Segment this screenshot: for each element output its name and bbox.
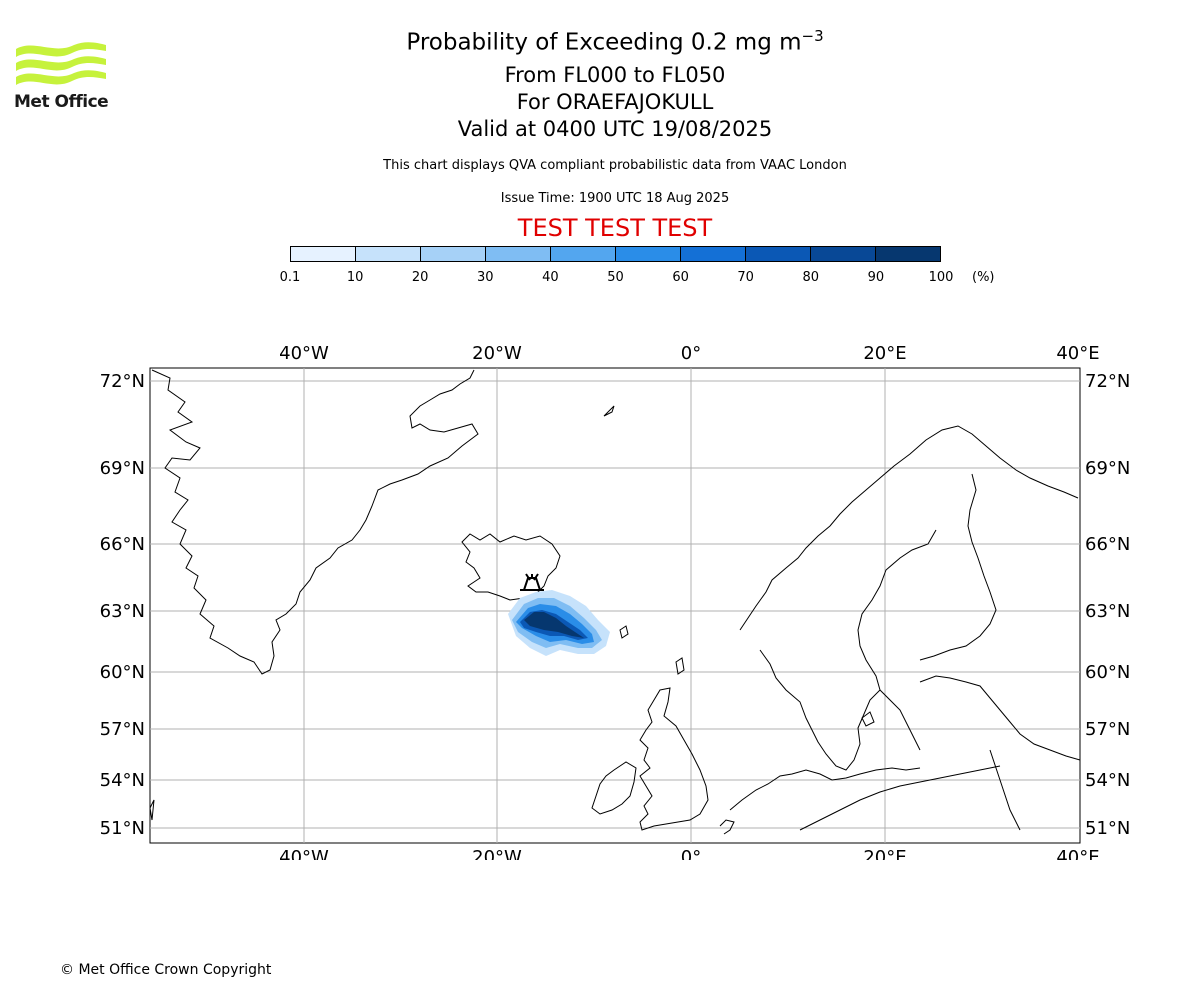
latitude-label: 69°N [100,458,145,479]
ireland-coast [591,761,637,815]
colorbar-tick-label: 90 [867,270,885,285]
issue-time: Issue Time: 1900 UTC 18 Aug 2025 [500,191,730,206]
colorbar-segment [486,247,551,261]
longitude-label: 0° [681,847,701,860]
chart-title: Probability of Exceeding 0.2 mg m−3 [406,27,824,56]
coastlines [149,369,1081,835]
continent-coast-2 [719,819,735,835]
map-gridlines [150,368,1080,843]
baltic-coast [919,675,1081,761]
colorbar-segment [811,247,876,261]
iceland-coast [461,533,561,601]
latitude-label: 66°N [100,534,145,555]
svalbard-edge [149,799,155,821]
latitude-label: 57°N [100,719,145,740]
logo-text: Met Office [14,92,109,112]
longitude-labels-top: 40°W 20°W 0° 20°E 40°E [279,343,1099,364]
volcano-name: For ORAEFAJOKULL [516,90,714,114]
colorbar-tick-label: 60 [672,270,689,285]
shetland-coast [675,657,685,675]
colorbar-tick-label: 20 [411,270,429,285]
longitude-label: 40°W [279,847,329,860]
longitude-label: 0° [681,343,701,364]
probability-colorbar [290,246,941,262]
colorbar-unit: (%) [972,270,995,285]
latitude-label: 63°N [1085,601,1130,622]
colorbar-tick-label: 80 [802,270,820,285]
colorbar-segment [421,247,486,261]
colorbar-tick-label: 70 [737,270,754,285]
colorbar-segment [356,247,421,261]
latitude-labels-left: 72°N 69°N 66°N 63°N 60°N 57°N 54°N 51°N [100,371,145,839]
test-banner: TEST TEST TEST [517,214,713,242]
colorbar-segment [616,247,681,261]
latitude-labels-right: 72°N 69°N 66°N 63°N 60°N 57°N 54°N 51°N [1085,371,1130,839]
norway-coast [739,425,1079,631]
finland-coast [919,473,997,661]
flight-level-range: From FL000 to FL050 [504,63,726,87]
longitude-labels-bottom: 40°W 20°W 0° 20°E 40°E [279,847,1099,860]
baltic-island [861,711,875,727]
ash-probability-plume [508,590,610,656]
met-office-logo [16,42,106,85]
faroe-coast [619,625,629,639]
latitude-label: 63°N [100,601,145,622]
longitude-label: 40°W [279,343,329,364]
longitude-label: 20°W [472,847,522,860]
latitude-label: 51°N [100,818,145,839]
colorbar-segment [681,247,746,261]
colorbar-tick-label: 100 [928,270,954,285]
colorbar-segment [291,247,356,261]
latitude-label: 72°N [1085,371,1130,392]
copyright-notice: © Met Office Crown Copyright [60,962,272,978]
longitude-label: 40°E [1056,847,1099,860]
continent-coast [729,767,921,811]
valid-time: Valid at 0400 UTC 19/08/2025 [457,117,773,141]
longitude-label: 20°E [863,847,906,860]
colorbar-segment [551,247,616,261]
colorbar-segment [746,247,811,261]
latitude-label: 60°N [100,662,145,683]
latitude-label: 66°N [1085,534,1130,555]
colorbar-segment [876,247,940,261]
colorbar-tick-label: 50 [607,270,624,285]
longitude-label: 20°E [863,343,906,364]
latitude-label: 60°N [1085,662,1130,683]
colorbar-tick-label: 0.1 [279,270,301,285]
longitude-label: 40°E [1056,343,1099,364]
colorbar-tick-label: 40 [542,270,559,285]
great-britain-coast [639,687,709,831]
country-borders [799,689,1021,831]
longitude-label: 20°W [472,343,522,364]
latitude-label: 54°N [100,770,145,791]
jan-mayen-coast [603,405,615,417]
latitude-label: 54°N [1085,770,1130,791]
volcano-icon [520,573,544,591]
latitude-label: 69°N [1085,458,1130,479]
latitude-label: 51°N [1085,818,1130,839]
colorbar-tick-label: 30 [477,270,494,285]
probability-map: 40°W 20°W 0° 20°E 40°E 40°W 20°W 0° 20°E 40°E 72… [100,343,1131,860]
sweden-coast [759,529,937,771]
colorbar-tick-label: 10 [346,270,364,285]
greenland-coast [151,369,479,675]
chart-description: This chart displays QVA compliant probab… [383,158,847,173]
latitude-label: 57°N [1085,719,1130,740]
map-frame [149,367,1081,844]
latitude-label: 72°N [100,371,145,392]
